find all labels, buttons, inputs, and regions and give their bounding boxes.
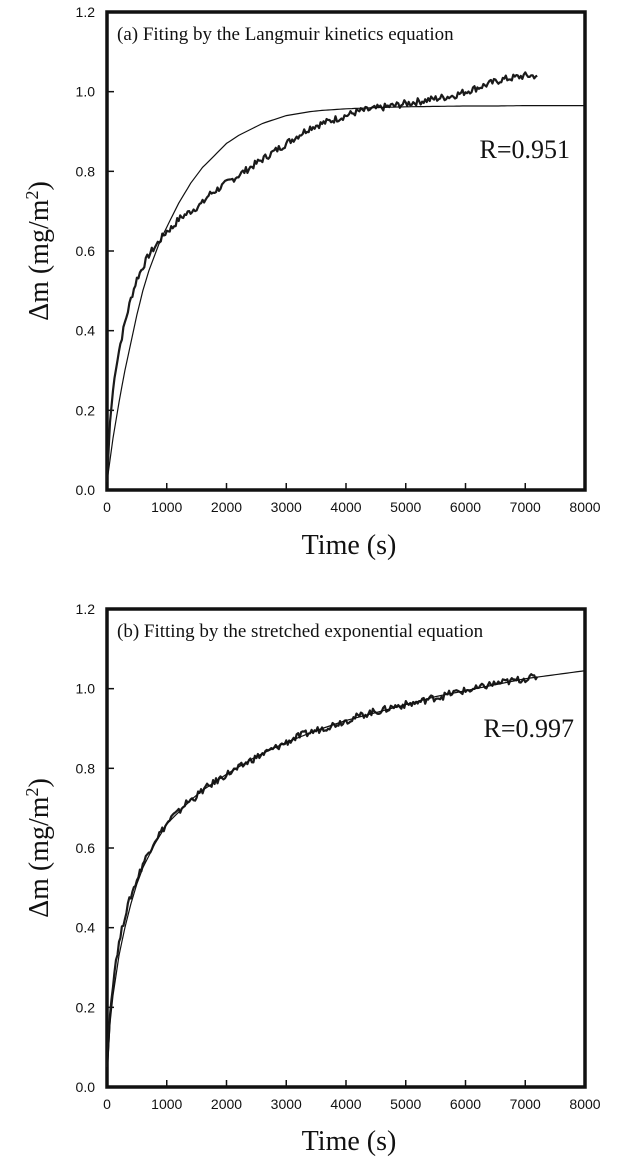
y-axis-title-main: Δm (mg/m bbox=[24, 796, 55, 918]
y-axis-title: Δm (mg/m2) bbox=[22, 778, 55, 918]
fit-curve-line bbox=[106, 105, 585, 483]
y-tick-label: 0.0 bbox=[76, 482, 96, 498]
y-tick-label: 1.0 bbox=[76, 681, 96, 697]
r-value-annotation: R=0.997 bbox=[483, 714, 574, 743]
y-axis-title-close: ) bbox=[24, 181, 55, 190]
y-tick-label: 1.0 bbox=[76, 84, 96, 100]
x-tick-label: 8000 bbox=[569, 1096, 600, 1112]
x-tick-label: 7000 bbox=[510, 499, 541, 515]
measured-data-line bbox=[105, 673, 539, 1068]
y-tick-label: 0.4 bbox=[76, 920, 96, 936]
x-axis-title: Time (s) bbox=[302, 1126, 397, 1157]
x-axis: 0 1000 2000 3000 4000 5000 6000 7000 8000 bbox=[103, 1080, 601, 1112]
chart-panel-a: 0.0 0.2 0.4 0.6 0.8 1.0 1.2 0 1000 2000 3000 4000 5… bbox=[22, 4, 601, 561]
y-tick-label: 0.4 bbox=[76, 323, 96, 339]
plot-frame bbox=[105, 10, 587, 492]
x-tick-label: 8000 bbox=[569, 499, 600, 515]
x-tick-label: 4000 bbox=[330, 1096, 361, 1112]
x-tick-label: 2000 bbox=[211, 1096, 242, 1112]
y-axis-title-close: ) bbox=[24, 778, 55, 787]
y-tick-label: 0.8 bbox=[76, 163, 96, 179]
x-tick-label: 2000 bbox=[211, 499, 242, 515]
chart-panel-b: 0.0 0.2 0.4 0.6 0.8 1.0 1.2 0 1000 2000 3000 4000 5… bbox=[22, 601, 601, 1157]
series-layer bbox=[105, 670, 586, 1080]
y-tick-label: 1.2 bbox=[76, 601, 96, 617]
fit-curve-line bbox=[106, 670, 586, 1080]
x-tick-label: 1000 bbox=[151, 499, 182, 515]
x-axis-title: Time (s) bbox=[302, 530, 397, 561]
y-tick-label: 0.6 bbox=[76, 840, 96, 856]
y-tick-label: 0.2 bbox=[76, 402, 96, 418]
r-value-annotation: R=0.951 bbox=[479, 135, 570, 164]
x-tick-label: 6000 bbox=[450, 499, 481, 515]
y-axis-title-sup: 2 bbox=[22, 190, 42, 199]
x-tick-label: 5000 bbox=[390, 499, 421, 515]
x-tick-label: 5000 bbox=[390, 1096, 421, 1112]
x-tick-label: 3000 bbox=[271, 499, 302, 515]
chart-title: (a) Fiting by the Langmuir kinetics equa… bbox=[117, 24, 454, 45]
y-axis: 0.0 0.2 0.4 0.6 0.8 1.0 1.2 bbox=[76, 4, 114, 498]
y-axis-title-sup: 2 bbox=[22, 787, 42, 796]
y-tick-label: 0.0 bbox=[76, 1079, 96, 1095]
y-axis-title-main: Δm (mg/m bbox=[24, 199, 55, 321]
y-axis-title: Δm (mg/m2) bbox=[22, 181, 55, 321]
y-tick-label: 1.2 bbox=[76, 4, 96, 20]
x-tick-label: 7000 bbox=[510, 1096, 541, 1112]
chart-title: (b) Fitting by the stretched exponential… bbox=[117, 621, 484, 642]
x-axis: 0 1000 2000 3000 4000 5000 6000 7000 8000 bbox=[103, 483, 601, 515]
series-layer bbox=[105, 71, 585, 483]
y-tick-label: 0.2 bbox=[76, 999, 96, 1015]
y-tick-label: 0.6 bbox=[76, 243, 96, 259]
x-tick-label: 4000 bbox=[330, 499, 361, 515]
x-tick-label: 6000 bbox=[450, 1096, 481, 1112]
y-tick-label: 0.8 bbox=[76, 760, 96, 776]
measured-data-line bbox=[105, 71, 538, 483]
x-tick-label: 3000 bbox=[271, 1096, 302, 1112]
x-tick-label: 1000 bbox=[151, 1096, 182, 1112]
x-tick-label: 0 bbox=[103, 1096, 111, 1112]
y-axis: 0.0 0.2 0.4 0.6 0.8 1.0 1.2 bbox=[76, 601, 114, 1095]
x-tick-label: 0 bbox=[103, 499, 111, 515]
